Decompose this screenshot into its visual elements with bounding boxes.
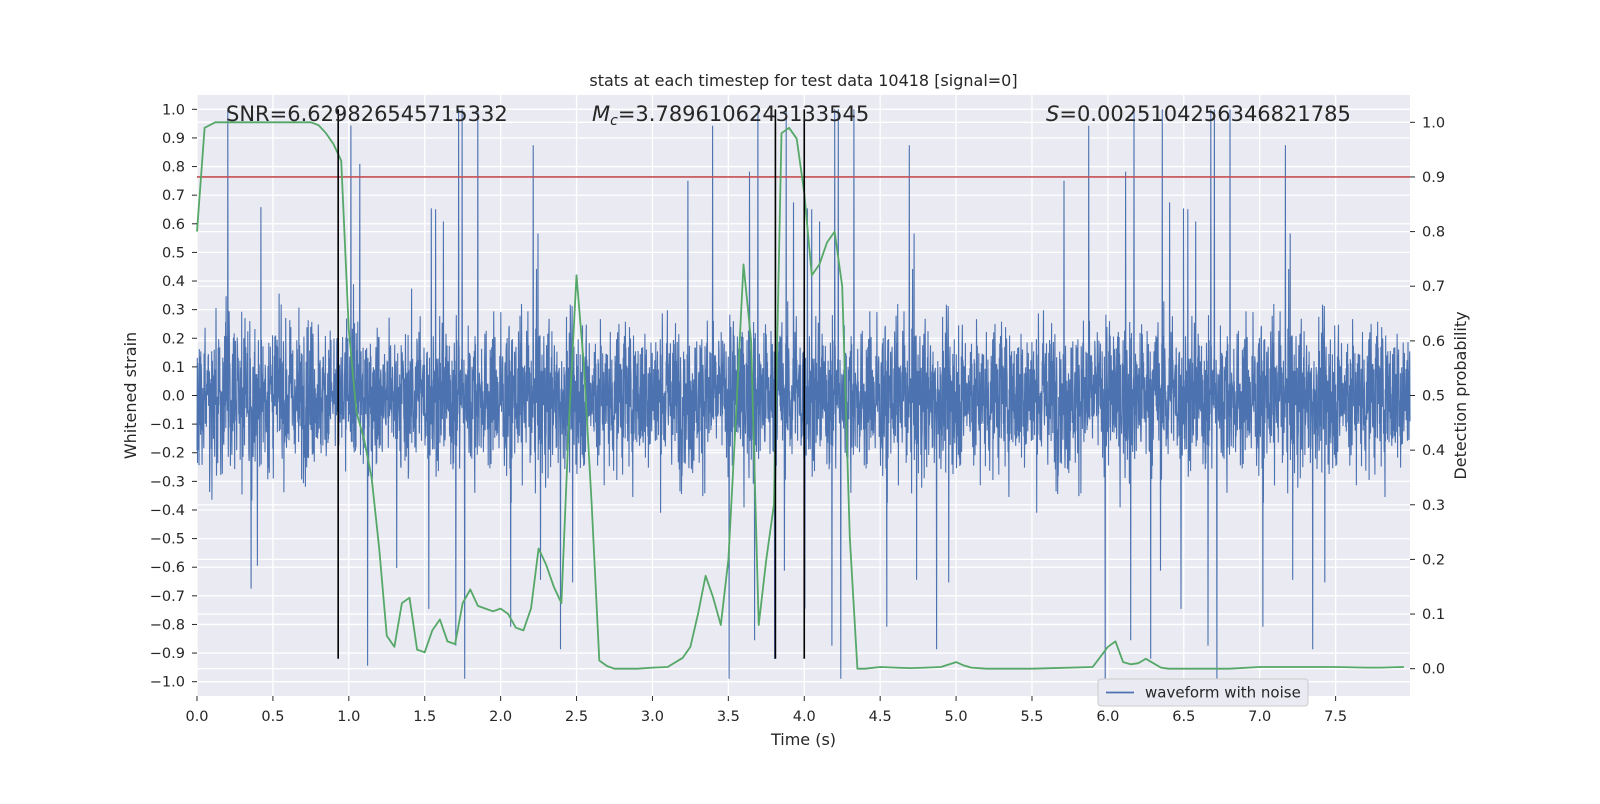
y-tick-label: −0.8 [150,617,185,633]
s-annotation: S=0.0025104256346821785 [1046,102,1351,126]
x-tick-label: 6.0 [1096,709,1119,725]
y2-tick-label: 0.3 [1422,498,1445,514]
s-value: =0.0025104256346821785 [1059,102,1351,126]
x-tick-label: 2.5 [565,709,588,725]
legend: waveform with noise [1097,678,1309,707]
y-tick-label: 0.2 [162,331,185,347]
x-tick-label: 3.5 [717,709,740,725]
s-symbol: S [1046,102,1059,126]
y-tick-label: 0.6 [162,217,185,233]
y-tick-label: 0.5 [162,245,185,261]
x-tick-label: 4.5 [869,709,892,725]
y2-axis-label: Detection probability [1451,311,1470,479]
y-axis-label: Whitened strain [121,332,140,459]
y2-tick-label: 0.0 [1422,662,1445,678]
y2-tick-label: 0.6 [1422,334,1445,350]
probability-series [196,121,1404,670]
x-tick-label: 0.5 [261,709,284,725]
y2-tick-label: 0.8 [1422,225,1445,241]
x-tick-label: 7.5 [1324,709,1347,725]
mc-symbol: M [592,102,610,126]
y2-tick-label: 0.4 [1422,443,1445,459]
y-tick-label: 0.9 [162,131,185,147]
y-tick-label: −0.1 [150,417,185,433]
y-tick-label: −0.4 [150,503,185,519]
vertical-markers [337,109,806,659]
y-tick-label: 0.0 [162,389,185,405]
snr-annotation: SNR=6.629826545715332 [226,102,508,126]
y2-tick-label: 0.2 [1422,552,1445,568]
mc-value: =3.7896106243133545 [618,102,869,126]
chart-title: stats at each timestep for test data 104… [589,71,1017,90]
y2-tick-label: 0.9 [1422,170,1445,186]
y2-tick-label: 0.7 [1422,279,1445,295]
y-tick-label: 0.3 [162,303,185,319]
chirp-mass-annotation: Mc=3.7896106243133545 [592,102,869,129]
y-tick-label: −1.0 [150,675,185,691]
y-tick-label: 1.0 [162,102,185,118]
y-tick-label: 0.8 [162,160,185,176]
x-tick-label: 5.0 [945,709,968,725]
y-tick-label: −0.9 [150,646,185,662]
legend-label: waveform with noise [1145,684,1301,702]
legend-box [1097,678,1309,707]
axis-ticks: 0.0 0.5 1.0 1.5 2.0 2.5 3.0 3.5 4.0 4.5 5.0 5.5 6.0 6… [150,102,1445,725]
y2-tick-label: 0.5 [1422,389,1445,405]
probability-line [196,121,1404,670]
x-tick-label: 1.0 [337,709,360,725]
x-axis-label: Time (s) [770,730,836,749]
y-tick-label: −0.5 [150,532,185,548]
y-tick-label: −0.6 [150,560,185,576]
y2-tick-label: 1.0 [1422,115,1445,131]
y-tick-label: −0.3 [150,474,185,490]
x-tick-label: 6.5 [1172,709,1195,725]
y-tick-label: 0.7 [162,188,185,204]
x-tick-label: 2.0 [489,709,512,725]
y2-tick-label: 0.1 [1422,607,1445,623]
x-tick-label: 0.0 [185,709,208,725]
y-tick-label: −0.7 [150,589,185,605]
y-tick-label: 0.4 [162,274,185,290]
mc-subscript: c [610,113,618,129]
x-tick-label: 4.0 [793,709,816,725]
x-tick-label: 7.0 [1248,709,1271,725]
y-tick-label: −0.2 [150,446,185,462]
x-tick-label: 3.0 [641,709,664,725]
x-tick-label: 1.5 [413,709,436,725]
y-tick-label: 0.1 [162,360,185,376]
x-tick-label: 5.5 [1020,709,1043,725]
